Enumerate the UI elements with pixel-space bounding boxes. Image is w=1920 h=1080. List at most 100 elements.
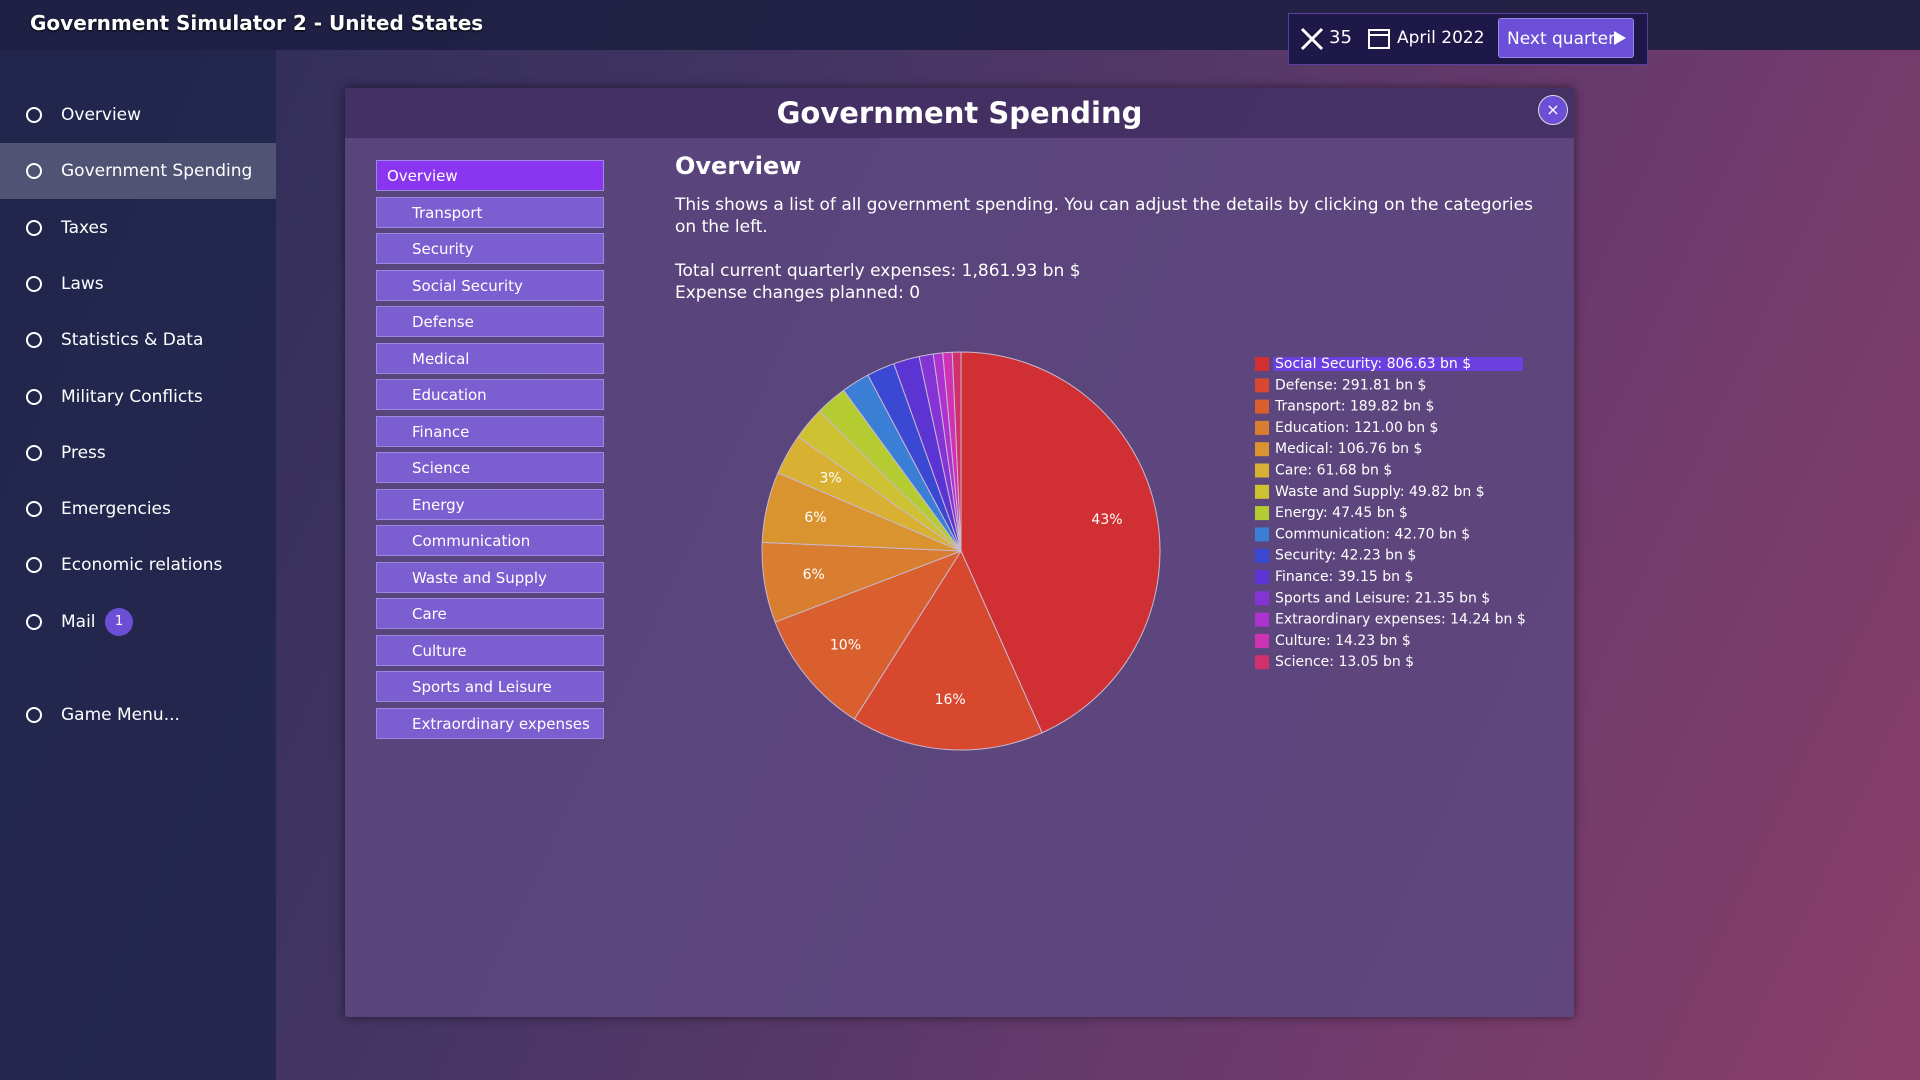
category-button[interactable]: Energy <box>376 488 604 520</box>
pie-slice[interactable] <box>960 351 1161 734</box>
legend-swatch <box>1255 484 1269 499</box>
nav-label: Game Menu... <box>61 705 180 725</box>
nav-label: Overview <box>61 105 142 125</box>
nav-item[interactable]: Statistics & Data <box>0 312 276 368</box>
legend-swatch <box>1255 506 1269 521</box>
nav-label: Press <box>61 442 106 463</box>
legend-label[interactable]: Defense: 291.81 bn $ <box>1275 377 1426 393</box>
nav-label: Military Conflicts <box>61 386 203 407</box>
category-button[interactable]: Care <box>376 598 604 629</box>
description: This shows a list of all government spen… <box>675 195 1533 237</box>
sidebar: Overview Government Spending Taxes Laws Stat… <box>0 50 276 1080</box>
next-quarter-button[interactable]: Next quarter <box>1498 18 1634 58</box>
dialog: Government Spending × Overview Transport S… <box>345 88 1574 1017</box>
category-button[interactable]: Extraordinary expenses <box>376 707 604 739</box>
legend-swatch <box>1255 655 1269 670</box>
category-button[interactable]: Overview <box>376 160 604 191</box>
category-button[interactable]: Culture <box>376 634 604 666</box>
mail-badge: 1 <box>105 608 133 636</box>
legend-swatch <box>1255 420 1269 435</box>
legend-label[interactable]: Transport: 189.82 bn $ <box>1274 399 1434 415</box>
nav-icon <box>26 275 42 292</box>
legend-label[interactable]: Medical: 106.76 bn $ <box>1275 441 1422 457</box>
legend-label[interactable]: Waste and Supply: 49.82 bn $ <box>1275 484 1485 500</box>
legend-label[interactable]: Social Security: 806.63 bn $ <box>1275 356 1471 372</box>
pie-slice[interactable] <box>774 549 963 720</box>
pie-chart: 43% 16% 10% 6% 6% 3% Social Security: 806.63 b… <box>761 351 1526 751</box>
dialog-title: Government Spending <box>776 96 1143 130</box>
legend-swatch <box>1255 442 1269 457</box>
category-button[interactable]: Communication <box>376 525 604 556</box>
slice-label: 10% <box>830 637 861 653</box>
nav-label: Government Spending <box>61 161 253 182</box>
legend-swatch <box>1255 399 1269 414</box>
category-button[interactable]: Waste and Supply <box>376 561 604 593</box>
nav-icon <box>26 219 42 236</box>
legend-label[interactable]: Security: 42.23 bn $ <box>1275 548 1416 564</box>
nav-item[interactable]: Laws <box>0 256 276 312</box>
legend-swatch <box>1255 633 1269 648</box>
legend-swatch <box>1255 357 1269 371</box>
slice-label: 6% <box>803 567 825 583</box>
game-menu[interactable]: Game Menu... <box>0 687 276 743</box>
play-icon <box>1614 31 1626 45</box>
category-button[interactable]: Science <box>376 452 604 483</box>
nav-icon <box>26 163 42 180</box>
calendar-icon <box>1368 29 1390 49</box>
nav-icon <box>26 332 42 349</box>
nav-item[interactable]: Taxes <box>0 200 276 256</box>
legend-label[interactable]: Care: 61.68 bn $ <box>1275 463 1392 479</box>
nav-label: Economic relations <box>61 555 223 576</box>
section-heading: Overview <box>675 152 802 180</box>
planned-changes: Expense changes planned: 0 <box>675 283 921 303</box>
close-button[interactable]: × <box>1538 95 1568 125</box>
nav-icon <box>26 557 42 574</box>
dialog-header <box>345 88 1574 138</box>
legend-label[interactable]: Education: 121.00 bn $ <box>1275 420 1438 436</box>
tools-icon <box>1300 27 1324 51</box>
nav-item[interactable]: Mail <box>0 594 276 650</box>
legend-highlight <box>1273 357 1523 371</box>
legend-label[interactable]: Communication: 42.70 bn $ <box>1275 526 1470 542</box>
nav-icon <box>26 444 42 461</box>
legend-label[interactable]: Finance: 39.15 bn $ <box>1275 569 1413 585</box>
nav-icon <box>26 388 42 405</box>
nav-label: Emergencies <box>61 499 171 520</box>
category-button[interactable]: Transport <box>376 196 604 228</box>
nav-icon <box>26 613 42 630</box>
nav-item[interactable]: Emergencies <box>0 481 276 537</box>
app-title: Government Simulator 2 - United States <box>30 11 484 35</box>
nav-icon <box>26 501 42 518</box>
nav-item[interactable]: Economic relations <box>0 537 276 593</box>
legend-label[interactable]: Extraordinary expenses: 14.24 bn $ <box>1275 612 1526 628</box>
slice-label: 3% <box>819 470 841 486</box>
slice-label: 43% <box>1091 512 1122 528</box>
category-button[interactable]: Security <box>376 233 604 264</box>
category-button[interactable]: Sports and Leisure <box>376 671 604 702</box>
legend-label[interactable]: Science: 13.05 bn $ <box>1275 654 1414 670</box>
total-expenses: Total current quarterly expenses: 1,861.… <box>675 261 1081 281</box>
legend-swatch <box>1255 378 1269 393</box>
legend-swatch <box>1255 527 1269 542</box>
nav-item[interactable]: Military Conflicts <box>0 369 276 425</box>
nav-item[interactable]: Press <box>0 425 276 481</box>
pie-slice[interactable] <box>951 351 962 552</box>
legend-label[interactable]: Energy: 47.45 bn $ <box>1275 505 1408 521</box>
category-button[interactable]: Education <box>376 379 604 410</box>
legend-label[interactable]: Sports and Leisure: 21.35 bn $ <box>1275 590 1490 606</box>
nav-label: Mail <box>61 611 96 632</box>
nav-item[interactable]: Government Spending <box>0 143 276 200</box>
legend-swatch <box>1255 612 1269 627</box>
tools-count: 35 <box>1329 27 1352 48</box>
legend-label[interactable]: Culture: 14.23 bn $ <box>1275 633 1411 649</box>
category-button[interactable]: Medical <box>376 342 604 374</box>
category-button[interactable]: Finance <box>376 415 604 447</box>
nav-item[interactable]: Overview <box>0 87 276 143</box>
legend-swatch <box>1255 463 1269 478</box>
category-button[interactable]: Defense <box>376 306 604 337</box>
pie-slice[interactable] <box>853 549 1043 751</box>
slice-label: 6% <box>804 510 826 526</box>
button-label: Next quarter <box>1507 29 1616 49</box>
category-button[interactable]: Social Security <box>376 269 604 301</box>
